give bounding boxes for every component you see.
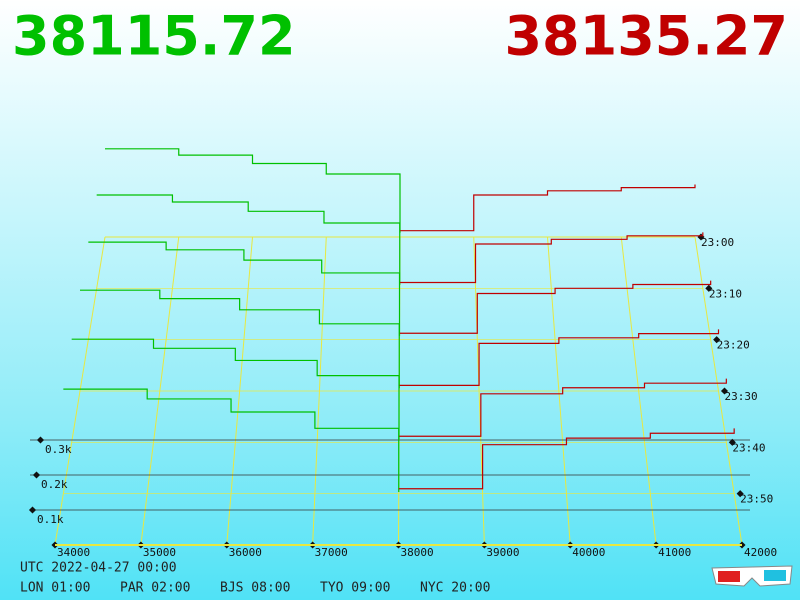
depth-tick-label: 0.1k: [37, 513, 64, 526]
time-label: 23:50: [740, 493, 773, 506]
depth-tick: [28, 506, 37, 514]
ask-depth: [399, 378, 727, 437]
time-tick: [728, 438, 736, 446]
red-lens[interactable]: [718, 571, 740, 582]
ask-depth: [400, 184, 696, 232]
depth-tick: [32, 471, 41, 479]
glasses-icon[interactable]: [711, 565, 793, 587]
price-tick-label: 39000: [486, 546, 519, 559]
bid-depth: [105, 148, 401, 233]
depth-tick-label: 0.3k: [45, 443, 72, 456]
price-tick-label: 34000: [57, 546, 90, 559]
city-time: NYC 20:00: [420, 581, 490, 596]
time-label: 23:10: [709, 287, 742, 300]
depth-tick-label: 0.2k: [41, 478, 68, 491]
bid-depth: [71, 338, 400, 440]
bid-depth: [63, 388, 400, 493]
cyan-lens[interactable]: [764, 570, 786, 581]
city-time: TYO 09:00: [320, 581, 390, 596]
ask-price: 38135.27: [504, 5, 788, 68]
time-tick: [705, 284, 713, 292]
depth-tick: [36, 436, 45, 444]
city-time: BJS 08:00: [220, 581, 290, 596]
bid-depth: [88, 241, 401, 336]
price-tick-label: 40000: [572, 546, 605, 559]
time-tick: [713, 336, 721, 344]
ask-depth: [399, 232, 704, 284]
city-time: PAR 02:00: [120, 581, 190, 596]
time-tick: [736, 490, 744, 498]
price-tick-label: 36000: [229, 546, 262, 559]
time-label: 23:40: [732, 441, 765, 454]
price-tick-label: 37000: [315, 546, 348, 559]
bid-depth: [80, 289, 400, 389]
time-label: 23:20: [717, 339, 750, 352]
bid-depth: [96, 194, 401, 285]
city-time: LON 01:00: [20, 581, 90, 596]
price-tick-label: 35000: [143, 546, 176, 559]
price-tick-label: 41000: [658, 546, 691, 559]
price-tick-label: 38000: [401, 546, 434, 559]
ask-depth: [399, 280, 712, 334]
time-tick: [720, 387, 729, 395]
price-tick-label: 42000: [744, 546, 777, 559]
ask-depth: [398, 428, 735, 490]
time-label: 23:30: [725, 390, 758, 403]
utc-time: UTC 2022-04-27 00:00: [20, 561, 177, 576]
time-label: 23:00: [701, 236, 734, 249]
ask-depth: [399, 329, 720, 386]
bid-price: 38115.72: [12, 5, 296, 68]
